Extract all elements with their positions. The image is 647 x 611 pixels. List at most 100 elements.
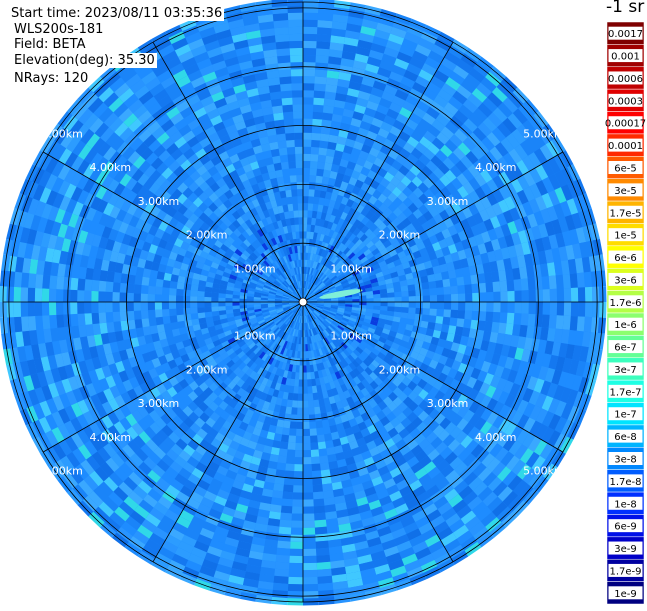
ppi-gate xyxy=(315,527,328,535)
ppi-gate xyxy=(317,569,332,577)
ppi-gate xyxy=(493,312,501,323)
ppi-gate xyxy=(307,372,311,379)
ppi-gate xyxy=(388,297,395,302)
ppi-gate xyxy=(283,112,293,120)
ppi-gate xyxy=(298,203,303,210)
ppi-gate xyxy=(198,285,206,291)
ppi-gate xyxy=(320,462,330,470)
ppi-gate xyxy=(313,492,324,500)
ppi-gate xyxy=(577,272,585,287)
ppi-gate xyxy=(288,20,303,27)
ppi-gate xyxy=(292,97,303,104)
ppi-gate xyxy=(279,527,292,535)
ppi-gate xyxy=(105,302,112,312)
ppi-gate xyxy=(585,302,592,317)
ppi-gate xyxy=(591,317,599,333)
ppi-gate xyxy=(112,292,119,302)
ppi-gate xyxy=(563,316,571,330)
ppi-gate xyxy=(127,302,134,311)
ppi-gate xyxy=(280,83,292,91)
ppi-gate xyxy=(292,196,298,203)
ppi-gate xyxy=(99,281,107,292)
ppi-gate xyxy=(204,307,211,313)
ppi-gate xyxy=(318,590,334,598)
ppi-gate xyxy=(450,286,458,294)
ppi-gate xyxy=(401,285,409,291)
ppi-gate xyxy=(465,302,472,311)
ppi-gate xyxy=(401,312,409,318)
ppi-gate xyxy=(313,485,323,493)
ppi-gate xyxy=(293,104,303,111)
ppi-gate xyxy=(106,322,114,333)
ppi-gate xyxy=(293,393,299,400)
ppi-gate xyxy=(149,278,157,287)
ppi-gate xyxy=(314,506,325,514)
ppi-gate xyxy=(280,441,288,449)
ppi-gate xyxy=(296,175,303,182)
ppi-gate xyxy=(309,421,316,429)
ppi-gate xyxy=(308,203,314,210)
ppi-gate xyxy=(316,541,329,549)
ppi-gate xyxy=(135,275,143,285)
ppi-gate xyxy=(77,302,84,314)
ppi-gate xyxy=(70,314,78,327)
ppi-gate xyxy=(177,282,185,289)
ppi-gate xyxy=(318,13,333,21)
ppi-gate xyxy=(297,415,303,422)
ppi-gate xyxy=(381,298,388,302)
ppi-gate xyxy=(291,69,303,76)
ppi-gate xyxy=(157,324,165,333)
ppi-gate xyxy=(292,83,303,90)
ppi-gate xyxy=(325,440,334,448)
ppi-gate xyxy=(309,414,316,422)
ppi-gate xyxy=(284,119,294,127)
ppi-gate xyxy=(299,231,303,238)
ppi-gate xyxy=(303,97,314,104)
ppi-gate xyxy=(290,549,303,556)
ppi-gate xyxy=(247,302,254,305)
ppi-gate xyxy=(105,292,112,302)
ppi-gate xyxy=(163,316,171,324)
ppi-gate xyxy=(285,190,292,198)
ppi-gate xyxy=(303,401,309,408)
ppi-gate xyxy=(395,302,402,307)
ppi-gate xyxy=(428,281,436,289)
ppi-gate xyxy=(303,591,319,598)
ppi-gate xyxy=(155,309,163,317)
ppi-gate xyxy=(56,289,63,302)
ppi-gate xyxy=(282,105,293,113)
ppi-gate xyxy=(85,268,93,280)
ppi-gate xyxy=(106,271,114,282)
ppi-gate xyxy=(297,408,303,415)
ppi-gate xyxy=(300,358,303,365)
ppi-gate xyxy=(311,463,320,471)
ppi-gate xyxy=(464,310,472,319)
ppi-gate xyxy=(479,283,487,293)
ppi-gate xyxy=(239,302,246,305)
ppi-gate xyxy=(298,210,303,217)
ppi-gate xyxy=(120,283,128,293)
ppi-gate xyxy=(150,325,158,334)
ppi-gate xyxy=(274,163,282,171)
ppi-gate xyxy=(282,98,293,106)
ppi-gate xyxy=(415,289,423,296)
ppi-gate xyxy=(295,457,303,464)
ppi-gate xyxy=(303,535,316,542)
ppi-gate xyxy=(491,271,499,282)
ppi-gate xyxy=(112,302,119,312)
ppi-gate xyxy=(92,313,100,324)
ppi-gate xyxy=(303,168,310,175)
ppi-gate xyxy=(293,210,298,217)
ppi-gate xyxy=(198,312,206,318)
ppi-gate xyxy=(35,316,43,330)
ppi-gate xyxy=(315,534,328,542)
ppi-gate xyxy=(316,41,330,49)
ppi-gate xyxy=(373,294,380,298)
ppi-gate xyxy=(98,291,105,302)
ppi-gate xyxy=(273,583,288,591)
ppi-gate xyxy=(316,48,330,56)
ppi-gate xyxy=(303,13,318,20)
ppi-gate xyxy=(318,155,326,163)
ppi-gate xyxy=(303,387,308,394)
ppi-gate xyxy=(536,289,543,302)
